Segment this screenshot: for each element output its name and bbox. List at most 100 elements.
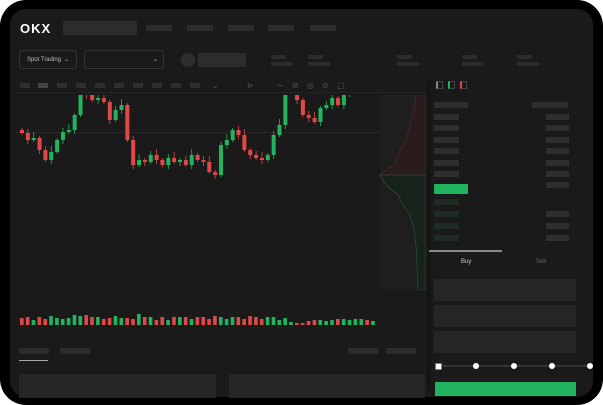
orderbook-buy-icon[interactable] (448, 81, 455, 89)
okx-logo: OKX (20, 21, 52, 36)
nav-item[interactable] (310, 25, 336, 31)
candlestick-chart[interactable] (15, 95, 380, 335)
tab-order-history[interactable] (60, 348, 90, 354)
volume-bar (236, 317, 241, 325)
camera-icon[interactable]: ◎ (307, 81, 314, 90)
volume-bar (72, 315, 77, 325)
amount-input[interactable] (434, 305, 576, 327)
volume-bar (295, 323, 299, 325)
pair-dropdown[interactable]: ⌄ (84, 50, 164, 69)
timeframe-button[interactable] (152, 83, 162, 88)
nav-item[interactable] (228, 25, 254, 31)
orderbook-cell (546, 223, 569, 229)
volume-bar (131, 319, 135, 325)
timeframe-button[interactable] (20, 83, 30, 88)
price-input[interactable] (434, 279, 576, 301)
price-line (15, 132, 380, 133)
volume-bar (25, 317, 30, 325)
candle (166, 158, 171, 165)
asks-area (380, 95, 426, 176)
timeframe-button[interactable] (57, 83, 67, 88)
orderbook-sell-icon[interactable] (460, 81, 467, 89)
volume-bar (218, 317, 223, 325)
candle-type-icon[interactable]: ⌄ (212, 81, 219, 90)
orderbook-cell (434, 137, 459, 143)
tab-open-orders[interactable] (19, 348, 49, 354)
chevron-down-icon: ⌄ (64, 57, 70, 63)
nav-item[interactable] (146, 25, 172, 31)
pair-name (198, 53, 246, 67)
total-input[interactable] (434, 331, 576, 353)
volume-bar (166, 320, 170, 325)
buy-button[interactable] (435, 382, 576, 396)
stat-value (308, 62, 330, 66)
candle (265, 155, 270, 160)
indicator-icon[interactable]: ⊳ (247, 81, 254, 90)
candle (195, 155, 200, 160)
settings-icon[interactable]: ⊙ (322, 81, 329, 90)
timeframe-button[interactable] (190, 83, 200, 88)
timeframe-button[interactable] (76, 83, 86, 88)
filter-button[interactable] (348, 348, 378, 354)
candle (213, 172, 218, 175)
volume-bar (371, 321, 375, 325)
divider (15, 92, 427, 93)
tab-buy[interactable]: Buy (461, 259, 472, 265)
nav-item[interactable] (268, 25, 294, 31)
candle (312, 118, 317, 122)
tab-sell[interactable]: Sell (536, 259, 547, 265)
orderbook-cell (434, 211, 459, 217)
volume-bar (341, 319, 346, 325)
orderbook-both-icon[interactable] (436, 81, 443, 89)
volume-bar (201, 317, 206, 325)
volume-bar (172, 317, 176, 325)
candle (271, 135, 276, 155)
volume-bar (107, 318, 112, 325)
candle (189, 155, 194, 165)
depth-chart (380, 95, 426, 290)
line-tool-icon[interactable]: ∼ (277, 81, 284, 90)
slider-stop[interactable] (435, 363, 442, 370)
timeframe-button[interactable] (95, 83, 105, 88)
fullscreen-icon[interactable]: ▢ (337, 81, 345, 90)
volume-bar (347, 320, 352, 325)
slider-stop[interactable] (587, 363, 593, 369)
search-bar[interactable] (63, 21, 137, 35)
candle (31, 138, 36, 140)
timeframe-button[interactable] (38, 83, 48, 88)
volume-bar (259, 319, 264, 325)
slider-stop[interactable] (549, 363, 555, 369)
volume-bar (154, 320, 159, 325)
slider-stop[interactable] (511, 363, 517, 369)
orderbook-cell (546, 160, 569, 166)
candle (119, 105, 124, 110)
nav-item[interactable] (187, 25, 213, 31)
candle (201, 160, 206, 162)
slider-stop[interactable] (473, 363, 479, 369)
stat-label (462, 55, 477, 59)
orderbook-cell (546, 182, 569, 188)
timeframe-button[interactable] (171, 83, 181, 88)
timeframe-button[interactable] (114, 83, 124, 88)
volume-bar (289, 322, 293, 325)
candle (259, 158, 264, 160)
timeframe-button[interactable] (133, 83, 143, 88)
active-tab-indicator (19, 360, 48, 361)
orderbook-cell (546, 171, 569, 177)
orderbook-cell (546, 211, 569, 217)
stat-value (397, 62, 419, 66)
volume-bar (90, 317, 94, 325)
market-type-dropdown[interactable]: Spot Trading ⌄ (19, 50, 77, 69)
candle (277, 125, 282, 135)
ruler-icon[interactable]: ⊘ (292, 81, 299, 90)
candle (283, 95, 288, 125)
volume-bar (49, 316, 53, 325)
volume-bar (43, 319, 48, 325)
filter-button[interactable] (386, 348, 416, 354)
orderbook-cell (532, 102, 568, 108)
candle (90, 95, 95, 100)
volume-bar (207, 319, 211, 325)
candle (318, 108, 323, 122)
candle (230, 130, 235, 140)
candle (142, 160, 147, 162)
